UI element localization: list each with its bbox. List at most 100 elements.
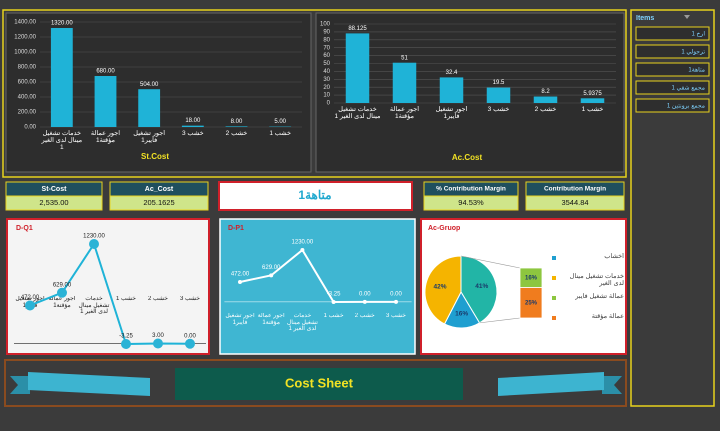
x-tick-label-box: خشب 3 <box>380 313 411 353</box>
x-tick-label: خشب 3 <box>171 130 215 137</box>
data-label: 1230.00 <box>292 240 314 246</box>
chart-title: Ac-Gruop <box>428 225 460 232</box>
data-label: 16% <box>525 275 538 281</box>
bar <box>182 126 204 127</box>
data-label: 51 <box>401 55 408 61</box>
marker <box>25 300 35 310</box>
bar <box>440 77 464 103</box>
x-tick-label-box: أجور تشغيل فايبر1 <box>224 313 255 353</box>
slicer-items: ارخ 1 ترجولي 1 متاهة1 مجمع شقي 1 مجمع بر… <box>636 27 709 112</box>
bar <box>51 28 73 127</box>
bar <box>95 76 117 127</box>
legend-swatch <box>552 316 556 320</box>
bar <box>581 98 605 103</box>
data-label: 88.125 <box>348 26 367 32</box>
marker <box>185 339 195 349</box>
x-tick-label-box: خدمات تشغيل مينال لدى الغير 1 <box>78 296 110 332</box>
x-tick-label-box: خشب 2 <box>522 106 569 128</box>
slicer-item-label[interactable]: ارخ 1 <box>692 31 706 38</box>
data-label: -3.25 <box>119 334 133 340</box>
x-tick-label-box: خشب 2 <box>142 296 174 332</box>
x-tick-label-box: اجور عمالة مؤقتة1 <box>84 130 128 156</box>
y-tick-label: 0.00 <box>24 125 36 131</box>
legend-label: عمالة تشغيل فايبر <box>558 293 624 300</box>
marker <box>269 273 273 277</box>
x-tick-label-box: خشب 3 <box>174 296 206 332</box>
legend-swatch <box>552 296 556 300</box>
y-tick-label: 100 <box>320 22 331 28</box>
x-tick-label: أجور تشغيل فايبر1 <box>428 106 475 120</box>
y-tick-label: 40 <box>323 69 330 75</box>
legend-label-box: خدمات تشغيل مينال لدى الغير <box>558 273 624 293</box>
x-tick-label-box: أجور تشغيل فايبر1 <box>428 106 475 128</box>
x-tick-label-box: خدمات تشغيل مينال لدى الغير 1 <box>334 106 381 128</box>
y-tick-label: 1400.00 <box>14 20 36 26</box>
chart-title: Ac.Cost <box>452 153 483 162</box>
data-label: 0.00 <box>359 291 371 297</box>
data-label: 5.00 <box>274 119 286 125</box>
data-label: 25% <box>525 300 538 306</box>
legend-label-box: أخشاب <box>558 253 624 273</box>
x-tick-label: خدمات تشغيل مينال لدى الغير 1 <box>78 296 110 316</box>
y-tick-label: 50 <box>323 61 330 67</box>
y-tick-label: 80 <box>323 37 330 43</box>
legend-swatch <box>552 256 556 260</box>
y-tick-label: 1200.00 <box>14 35 36 41</box>
data-label: 1230.00 <box>83 234 105 240</box>
marker <box>300 248 304 252</box>
kpi-label: Contribution Margin <box>544 186 606 193</box>
x-tick-label: خشب 3 <box>380 313 411 320</box>
marker <box>363 300 367 304</box>
slicer-item-label[interactable]: ترجولي 1 <box>681 49 705 56</box>
marker <box>153 338 163 348</box>
marker <box>332 300 336 304</box>
slicer-item-label[interactable]: متاهة1 <box>688 67 705 74</box>
data-label: 0.00 <box>390 291 402 297</box>
kpi-row: St-Cost 2,535.00 Ac_Cost 205.1625 متاهة1… <box>6 182 624 210</box>
slicer-item-label[interactable]: مجمع برونتين 1 <box>667 104 705 110</box>
x-tick-label: خشب 1 <box>110 296 142 303</box>
legend-label-box: عمالة تشغيل فايبر <box>558 293 624 313</box>
x-tick-label: خشب 2 <box>522 106 569 113</box>
y-tick-label: 90 <box>323 29 330 35</box>
y-tick-label: 70 <box>323 45 330 51</box>
x-tick-label: خشب 3 <box>174 296 206 303</box>
bar <box>346 33 370 103</box>
x-tick-label-box: خشب 2 <box>349 313 380 353</box>
data-label: 5.9375 <box>583 91 602 97</box>
x-tick-label-box: خدمات تشغيل مينال لدى الغير 1 <box>287 313 318 353</box>
x-tick-label-box: خدمات تشغيل مينال لدى الغير 1 <box>40 130 84 156</box>
x-tick-label: أجور عمالة مؤقتة1 <box>381 106 428 120</box>
kpi-value: 3544.84 <box>561 198 588 207</box>
data-label: 3.00 <box>152 333 164 339</box>
y-tick-label: 20 <box>323 85 330 91</box>
legend-swatch <box>552 276 556 280</box>
data-label: 42% <box>434 284 447 291</box>
data-label: 629.00 <box>53 282 72 288</box>
y-tick-label: 800.00 <box>18 65 37 71</box>
chart-title: D-Q1 <box>16 225 33 232</box>
x-tick-label: خشب 1 <box>318 313 349 320</box>
slicer-item-label[interactable]: مجمع شقي 1 <box>672 86 706 92</box>
y-tick-label: 200.00 <box>18 110 37 116</box>
chart-title: St.Cost <box>141 152 169 161</box>
x-tick-label-box: خشب 1 <box>258 130 302 156</box>
data-label: 8.00 <box>231 119 243 125</box>
x-tick-label: أجور تشغيل فايبر1 <box>224 313 255 326</box>
data-label: 16% <box>455 310 468 317</box>
y-tick-label: 400.00 <box>18 95 37 101</box>
x-tick-label: أجور تشغيل فايبر1 <box>127 130 171 144</box>
x-tick-label-box: خشب 3 <box>475 106 522 128</box>
slicer-title: Items <box>636 15 654 22</box>
x-tick-label: خشب 2 <box>349 313 380 320</box>
data-label: 32.4 <box>446 70 458 76</box>
y-tick-label: 30 <box>323 77 330 83</box>
y-tick-label: 600.00 <box>18 80 37 86</box>
legend-label: خدمات تشغيل مينال لدى الغير <box>558 273 624 287</box>
data-label: -3.25 <box>327 292 341 298</box>
data-label: 8.2 <box>541 89 550 95</box>
bar <box>393 63 417 103</box>
x-tick-label: خدمات تشغيل مينال لدى الغير 1 <box>40 130 84 151</box>
